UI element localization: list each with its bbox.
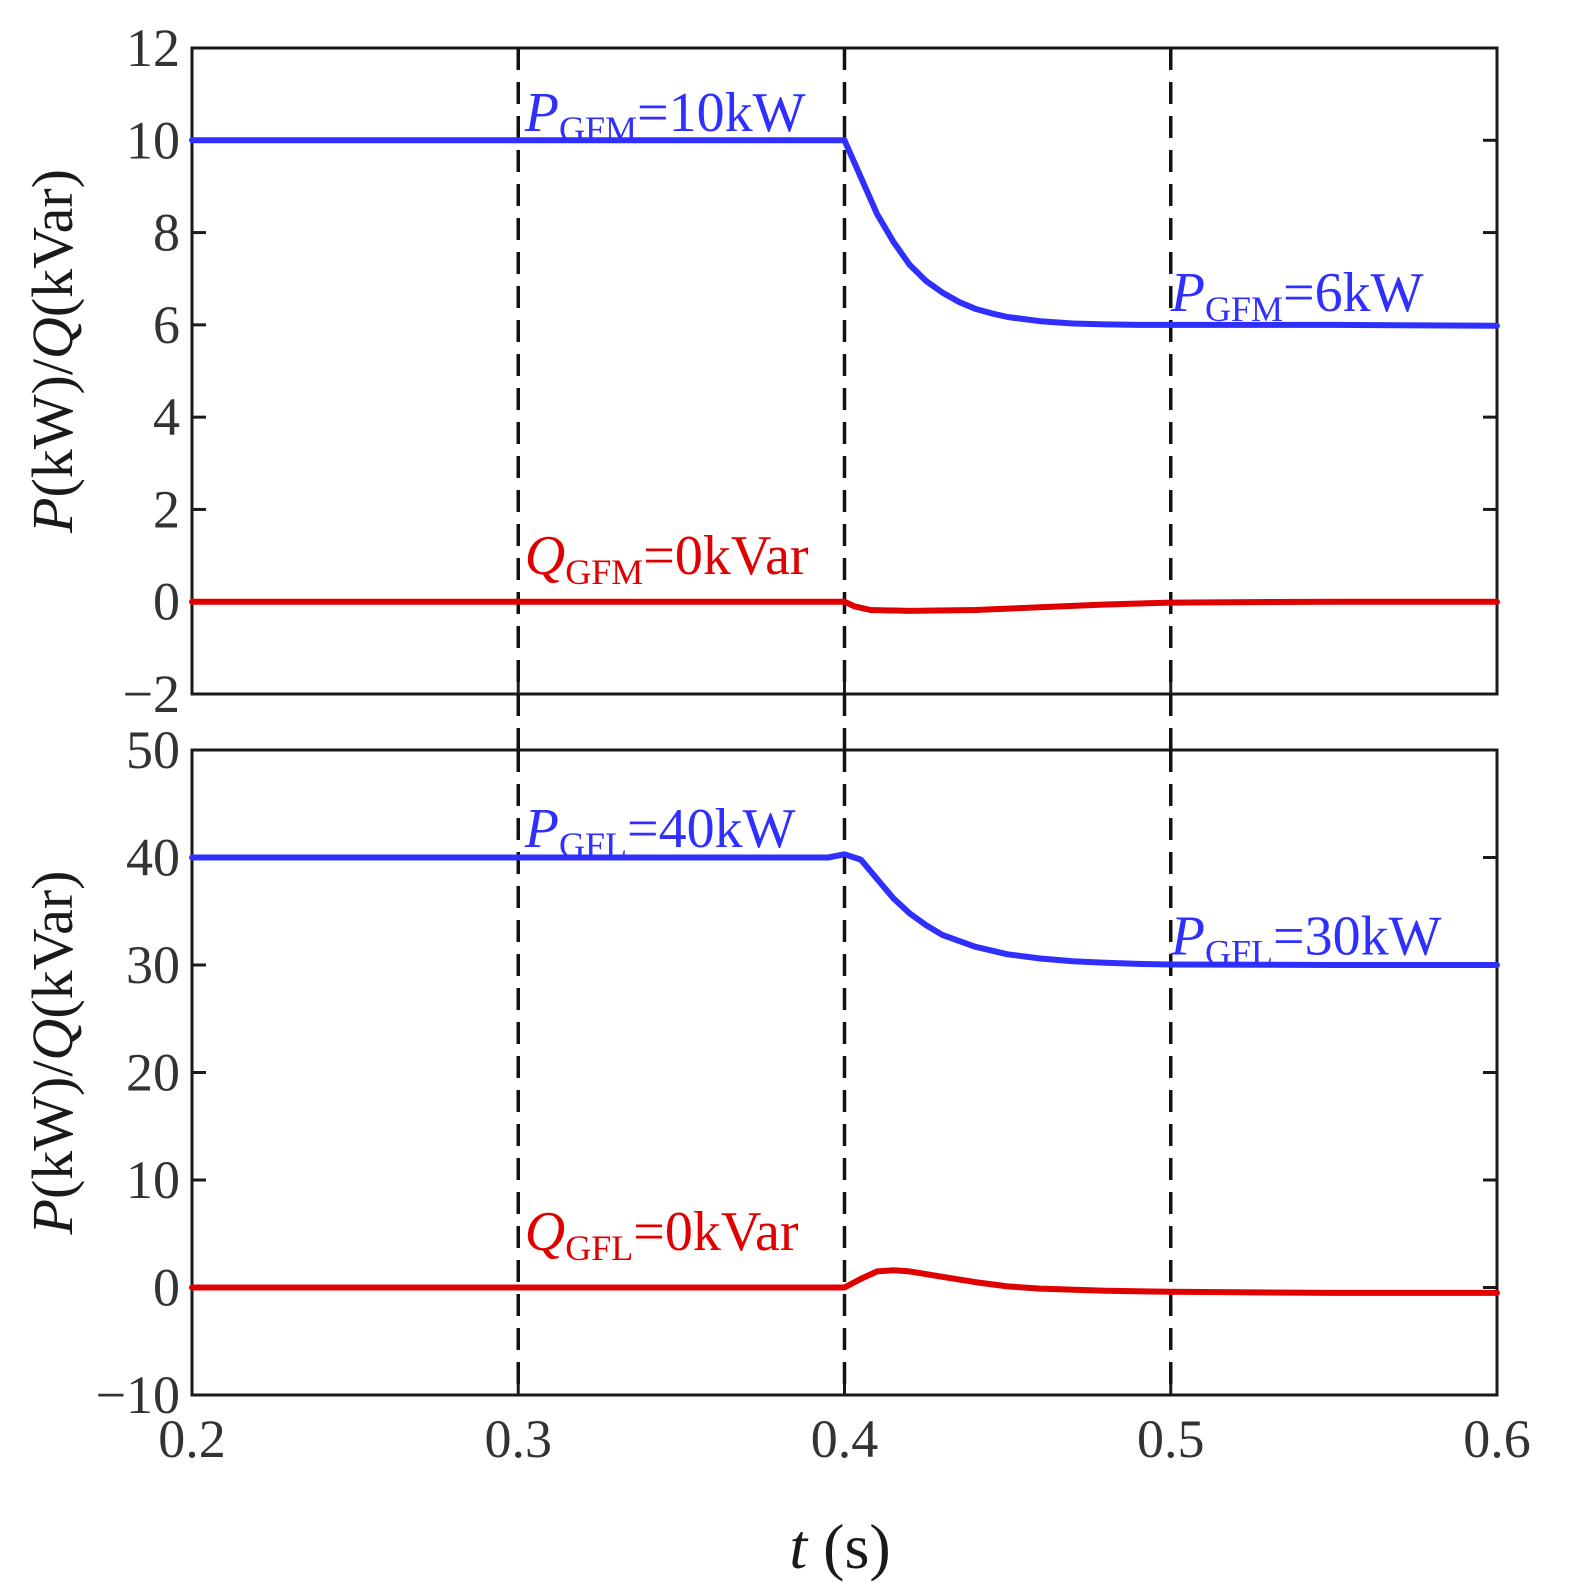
x-axis-label-symbol: t bbox=[789, 1511, 809, 1582]
y-tick-label: 8 bbox=[153, 203, 180, 263]
y-tick-label: 10 bbox=[126, 110, 180, 170]
x-tick-label: 0.4 bbox=[811, 1409, 879, 1469]
annotation-value: =40kW bbox=[627, 798, 796, 860]
y-tick-label: 30 bbox=[126, 935, 180, 995]
y-tick-label: 4 bbox=[153, 387, 180, 447]
annotation-subscript: GFL bbox=[559, 825, 627, 865]
series-line-reactive-power bbox=[189, 598, 1500, 614]
series-annotation: PGFL=30kW bbox=[1170, 905, 1442, 972]
annotation-symbol: Q bbox=[525, 1201, 565, 1263]
y-axis-label-q: Q bbox=[20, 1019, 85, 1061]
annotation-subscript: GFM bbox=[559, 109, 637, 149]
y-tick-label: 0 bbox=[153, 572, 180, 632]
x-tick-label: 0.6 bbox=[1463, 1409, 1531, 1469]
series-annotation: PGFM=10kW bbox=[524, 82, 806, 149]
annotation-value: =0kVar bbox=[633, 1201, 799, 1263]
series-line-active-power bbox=[189, 137, 1500, 329]
annotation-symbol: Q bbox=[525, 525, 565, 587]
y-tick-label: 50 bbox=[126, 720, 180, 780]
x-axis-label: t (s) bbox=[789, 1511, 890, 1582]
y-tick-label: 6 bbox=[153, 295, 180, 355]
annotation-subscript: GFL bbox=[1205, 932, 1273, 972]
y-axis-label-p: P bbox=[20, 1199, 85, 1235]
y-axis-label-q-unit: (kVar) bbox=[20, 871, 85, 1019]
annotation-symbol: P bbox=[1170, 262, 1205, 324]
y-axis-label: P(kW)/Q(kVar) bbox=[20, 871, 85, 1236]
annotation-value: =30kW bbox=[1273, 905, 1442, 967]
y-axis-label: P(kW)/Q(kVar) bbox=[20, 169, 85, 534]
y-tick-label: 20 bbox=[126, 1043, 180, 1103]
annotation-subscript: GFL bbox=[565, 1228, 633, 1268]
series-annotation: QGFL=0kVar bbox=[525, 1201, 799, 1268]
top-panel: −2024681012PGFM=10kWPGFM=6kWQGFM=0kVarP(… bbox=[20, 18, 1500, 750]
annotation-subscript: GFM bbox=[565, 552, 643, 592]
y-tick-label: 2 bbox=[153, 479, 180, 539]
series-annotation: PGFM=6kW bbox=[1170, 262, 1424, 329]
y-axis-label-q-unit: (kVar) bbox=[20, 169, 85, 317]
series-annotation: QGFM=0kVar bbox=[525, 525, 809, 592]
annotation-value: =10kW bbox=[637, 82, 806, 144]
y-axis-label-p-unit: (kW)/ bbox=[20, 358, 85, 497]
y-axis-label-p-unit: (kW)/ bbox=[20, 1060, 85, 1199]
x-tick-label: 0.2 bbox=[158, 1409, 226, 1469]
y-tick-label: 0 bbox=[153, 1258, 180, 1318]
y-tick-label: 12 bbox=[126, 18, 180, 78]
y-axis-label-q: Q bbox=[20, 317, 85, 359]
annotation-value: =6kW bbox=[1283, 262, 1424, 324]
x-tick-label: 0.5 bbox=[1137, 1409, 1205, 1469]
y-axis-label-p: P bbox=[20, 498, 85, 534]
series-annotation: PGFL=40kW bbox=[524, 798, 796, 865]
series-line-active-power bbox=[189, 851, 1500, 968]
annotation-symbol: P bbox=[524, 82, 559, 144]
x-tick-label: 0.3 bbox=[485, 1409, 553, 1469]
y-tick-label: −10 bbox=[96, 1365, 180, 1425]
annotation-symbol: P bbox=[1170, 905, 1205, 967]
y-tick-label: 40 bbox=[126, 828, 180, 888]
annotation-value: =0kVar bbox=[643, 525, 809, 587]
x-axis-label-unit: (s) bbox=[807, 1511, 891, 1582]
annotation-subscript: GFM bbox=[1205, 289, 1283, 329]
y-tick-label: 10 bbox=[126, 1150, 180, 1210]
series-line-reactive-power bbox=[189, 1267, 1500, 1296]
annotation-symbol: P bbox=[524, 798, 559, 860]
y-tick-label: −2 bbox=[123, 664, 180, 724]
